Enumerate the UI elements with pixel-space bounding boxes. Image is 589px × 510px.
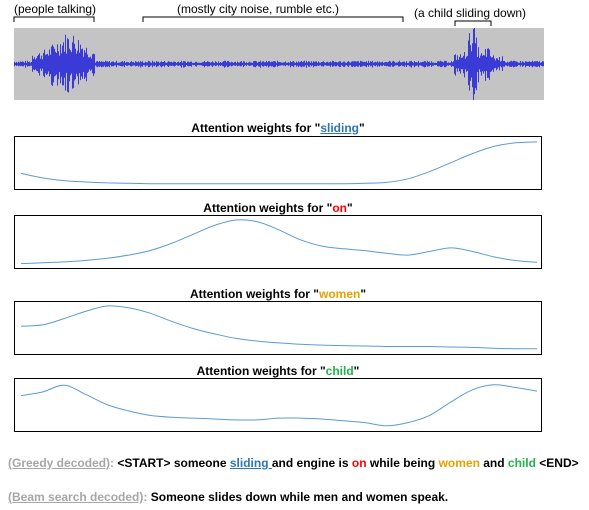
plot-title-prefix: Attention weights for " [196, 364, 326, 378]
plot-title-word: women [318, 287, 361, 301]
greedy-label: (Greedy decoded) [8, 456, 111, 470]
attention-curve-child [20, 384, 538, 427]
annotation-city-noise: (mostly city noise, rumble etc.) [177, 2, 340, 16]
plot-title-word: sliding [320, 121, 359, 135]
greedy-colon: : [110, 456, 118, 470]
plot-title-prefix: Attention weights for " [189, 287, 319, 301]
beam-decoded-line: (Beam search decoded): Someone slides do… [8, 490, 448, 504]
greedy-word-on: on [351, 456, 367, 470]
greedy-text-1: <START> someone [117, 456, 230, 470]
audio-waveform [14, 28, 544, 100]
attention-plot-women [14, 301, 542, 355]
waveform-signal [14, 28, 544, 100]
plot-title-on: Attention weights for "on" [14, 201, 542, 215]
annotation-brackets [13, 16, 492, 26]
plot-title-word: on [332, 201, 347, 215]
greedy-word-sliding: sliding [229, 456, 272, 470]
greedy-text-2: and engine is [271, 456, 352, 470]
attention-plot-on [14, 215, 542, 269]
annotation-child-sliding: (a child sliding down) [414, 6, 527, 20]
plot-title-suffix: " [353, 364, 360, 378]
plot-title-prefix: Attention weights for " [191, 121, 321, 135]
annotation-people-talking: (people talking) [14, 2, 97, 16]
greedy-word-women: women [438, 456, 480, 470]
plot-title-child: Attention weights for "child" [14, 364, 542, 378]
plot-title-suffix: " [358, 121, 365, 135]
plot-title-suffix: " [346, 201, 353, 215]
greedy-decoded-line: (Greedy decoded): <START> someone slidin… [8, 456, 579, 470]
greedy-text-4: and [479, 456, 508, 470]
plot-title-prefix: Attention weights for " [203, 201, 333, 215]
attention-curve-women [20, 305, 537, 350]
plot-title-sliding: Attention weights for "sliding" [14, 121, 542, 135]
plot-title-women: Attention weights for "women" [14, 287, 542, 301]
bracket-child [454, 20, 492, 26]
plot-title-suffix: " [360, 287, 367, 301]
attention-plot-sliding [14, 136, 542, 190]
bracket-people [13, 16, 95, 22]
plot-title-word: child [325, 364, 354, 378]
beam-label: (Beam search decoded) [8, 490, 144, 504]
greedy-text-3: while being [366, 456, 439, 470]
attention-plot-child [14, 378, 542, 432]
bracket-city [142, 16, 404, 22]
attention-curve-on [20, 219, 538, 265]
greedy-text-5: <END> [535, 456, 579, 470]
beam-colon: : [143, 490, 151, 504]
attention-curve-sliding [20, 141, 538, 185]
greedy-word-child: child [507, 456, 536, 470]
beam-text: Someone slides down while men and women … [150, 490, 449, 504]
